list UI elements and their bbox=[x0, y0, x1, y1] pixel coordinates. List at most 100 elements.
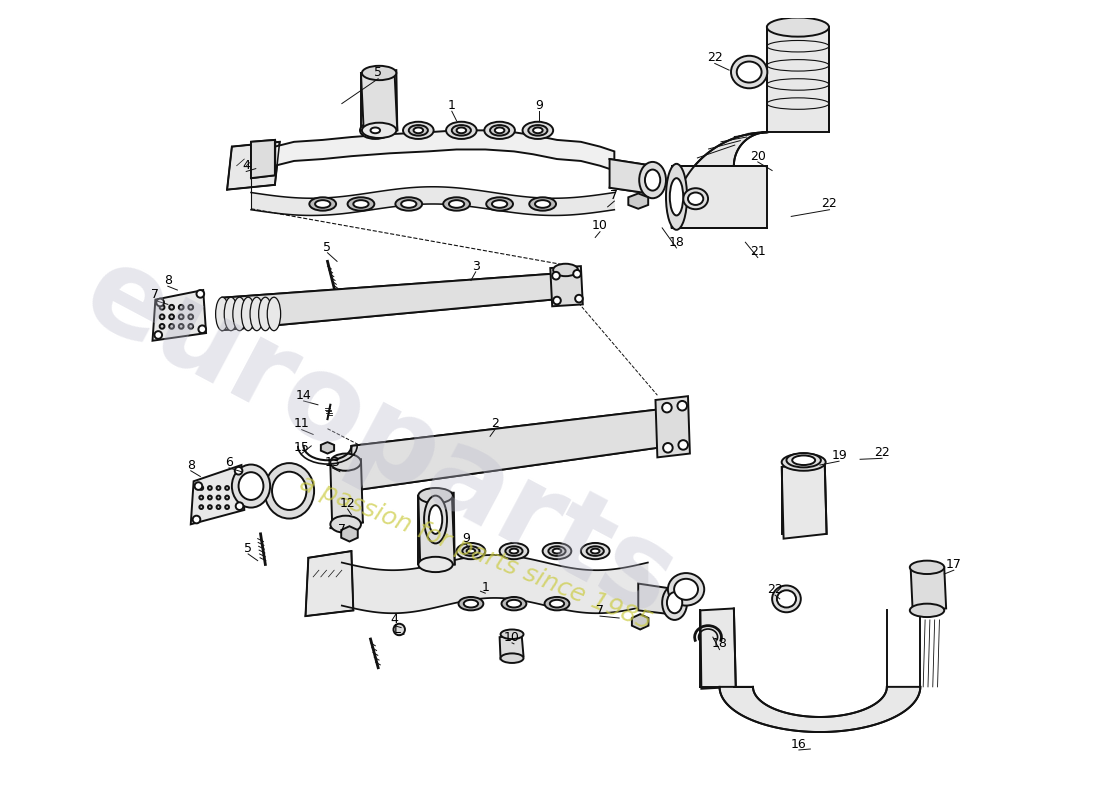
Polygon shape bbox=[361, 70, 397, 134]
Ellipse shape bbox=[522, 122, 553, 139]
Text: 16: 16 bbox=[791, 738, 806, 750]
Text: 15: 15 bbox=[294, 442, 309, 454]
Polygon shape bbox=[782, 462, 826, 538]
Ellipse shape bbox=[365, 125, 385, 136]
Ellipse shape bbox=[500, 630, 524, 639]
Ellipse shape bbox=[395, 198, 422, 210]
Text: 21: 21 bbox=[750, 246, 766, 258]
Circle shape bbox=[199, 486, 204, 490]
Ellipse shape bbox=[484, 122, 515, 139]
Ellipse shape bbox=[688, 193, 703, 205]
Ellipse shape bbox=[418, 557, 453, 572]
Polygon shape bbox=[222, 274, 552, 330]
Ellipse shape bbox=[683, 188, 708, 210]
Ellipse shape bbox=[529, 198, 556, 210]
Ellipse shape bbox=[456, 127, 466, 134]
Ellipse shape bbox=[772, 586, 801, 612]
Circle shape bbox=[160, 314, 165, 319]
Ellipse shape bbox=[509, 549, 518, 554]
Ellipse shape bbox=[662, 586, 688, 620]
Circle shape bbox=[217, 496, 220, 499]
Ellipse shape bbox=[429, 505, 442, 534]
Ellipse shape bbox=[330, 454, 361, 470]
Ellipse shape bbox=[502, 597, 527, 610]
Circle shape bbox=[235, 502, 243, 510]
Ellipse shape bbox=[371, 127, 381, 134]
Text: 5: 5 bbox=[374, 66, 382, 79]
Ellipse shape bbox=[550, 600, 564, 607]
Circle shape bbox=[179, 324, 184, 329]
Ellipse shape bbox=[348, 198, 374, 210]
Ellipse shape bbox=[500, 654, 524, 663]
Polygon shape bbox=[638, 583, 679, 615]
Text: 10: 10 bbox=[592, 219, 608, 233]
Polygon shape bbox=[656, 396, 690, 458]
Ellipse shape bbox=[258, 298, 272, 330]
Text: 12: 12 bbox=[340, 497, 355, 510]
Circle shape bbox=[195, 482, 202, 490]
Text: 4: 4 bbox=[242, 159, 250, 172]
Text: 4: 4 bbox=[390, 614, 398, 626]
Ellipse shape bbox=[667, 592, 682, 614]
Text: 5: 5 bbox=[244, 542, 252, 554]
Ellipse shape bbox=[544, 597, 570, 610]
Polygon shape bbox=[719, 687, 921, 732]
Ellipse shape bbox=[353, 200, 369, 208]
Ellipse shape bbox=[782, 454, 826, 470]
Ellipse shape bbox=[447, 122, 476, 139]
Text: 20: 20 bbox=[750, 150, 766, 162]
Ellipse shape bbox=[535, 200, 550, 208]
Circle shape bbox=[188, 305, 194, 310]
Circle shape bbox=[663, 443, 673, 453]
Ellipse shape bbox=[505, 546, 522, 556]
Ellipse shape bbox=[910, 561, 944, 574]
Circle shape bbox=[160, 305, 165, 310]
Circle shape bbox=[662, 403, 672, 413]
Ellipse shape bbox=[232, 465, 271, 507]
Ellipse shape bbox=[402, 200, 417, 208]
Circle shape bbox=[169, 305, 174, 310]
Text: 2: 2 bbox=[491, 418, 498, 430]
Ellipse shape bbox=[239, 472, 263, 500]
Polygon shape bbox=[341, 526, 358, 542]
Circle shape bbox=[573, 270, 581, 278]
Circle shape bbox=[575, 295, 583, 302]
Ellipse shape bbox=[490, 125, 509, 136]
Circle shape bbox=[552, 272, 560, 279]
Circle shape bbox=[199, 496, 204, 499]
Polygon shape bbox=[911, 567, 946, 611]
Ellipse shape bbox=[459, 597, 483, 610]
Ellipse shape bbox=[464, 600, 478, 607]
Polygon shape bbox=[330, 459, 363, 528]
Ellipse shape bbox=[425, 496, 447, 543]
Ellipse shape bbox=[224, 298, 238, 330]
Ellipse shape bbox=[272, 472, 307, 510]
Polygon shape bbox=[628, 194, 648, 209]
Ellipse shape bbox=[792, 455, 815, 465]
Ellipse shape bbox=[486, 198, 513, 210]
Ellipse shape bbox=[737, 62, 761, 82]
Polygon shape bbox=[321, 442, 334, 454]
Ellipse shape bbox=[528, 125, 548, 136]
Text: 11: 11 bbox=[294, 418, 309, 430]
Ellipse shape bbox=[241, 298, 255, 330]
Text: 7: 7 bbox=[596, 604, 604, 617]
Ellipse shape bbox=[674, 579, 698, 600]
Text: 18: 18 bbox=[669, 236, 684, 249]
Ellipse shape bbox=[362, 66, 396, 80]
Circle shape bbox=[208, 505, 212, 509]
Polygon shape bbox=[672, 166, 768, 228]
Ellipse shape bbox=[549, 546, 565, 556]
Ellipse shape bbox=[330, 516, 361, 533]
Circle shape bbox=[553, 297, 561, 304]
Text: 17: 17 bbox=[946, 558, 961, 571]
Ellipse shape bbox=[233, 298, 246, 330]
Ellipse shape bbox=[362, 122, 396, 138]
Ellipse shape bbox=[668, 573, 704, 606]
Circle shape bbox=[188, 324, 194, 329]
Ellipse shape bbox=[267, 298, 280, 330]
Polygon shape bbox=[631, 614, 648, 630]
Ellipse shape bbox=[499, 543, 528, 559]
Polygon shape bbox=[609, 159, 656, 194]
Ellipse shape bbox=[360, 122, 390, 139]
